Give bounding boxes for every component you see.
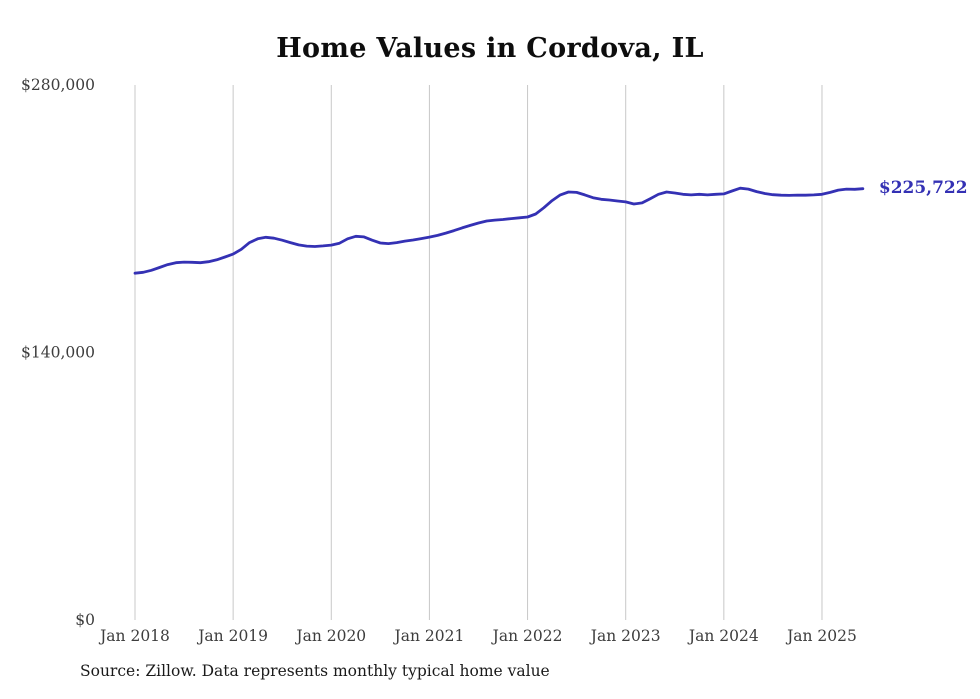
x-tick-label: Jan 2023 — [589, 627, 661, 645]
x-tick-label: Jan 2022 — [491, 627, 563, 645]
y-tick-label: $140,000 — [21, 344, 95, 362]
latest-value-label: $225,722 — [878, 177, 968, 198]
x-tick-label: Jan 2025 — [785, 627, 857, 645]
x-tick-label: Jan 2024 — [687, 627, 759, 645]
source-note: Source: Zillow. Data represents monthly … — [80, 662, 550, 680]
y-tick-label: $0 — [75, 611, 95, 629]
value-line — [133, 186, 865, 275]
x-tick-label: Jan 2020 — [294, 627, 366, 645]
y-tick-label: $280,000 — [21, 76, 95, 94]
chart-title: Home Values in Cordova, IL — [276, 33, 704, 64]
x-tick-label: Jan 2019 — [196, 627, 268, 645]
x-tick-label: Jan 2018 — [98, 627, 170, 645]
x-tick-label: Jan 2021 — [393, 627, 465, 645]
